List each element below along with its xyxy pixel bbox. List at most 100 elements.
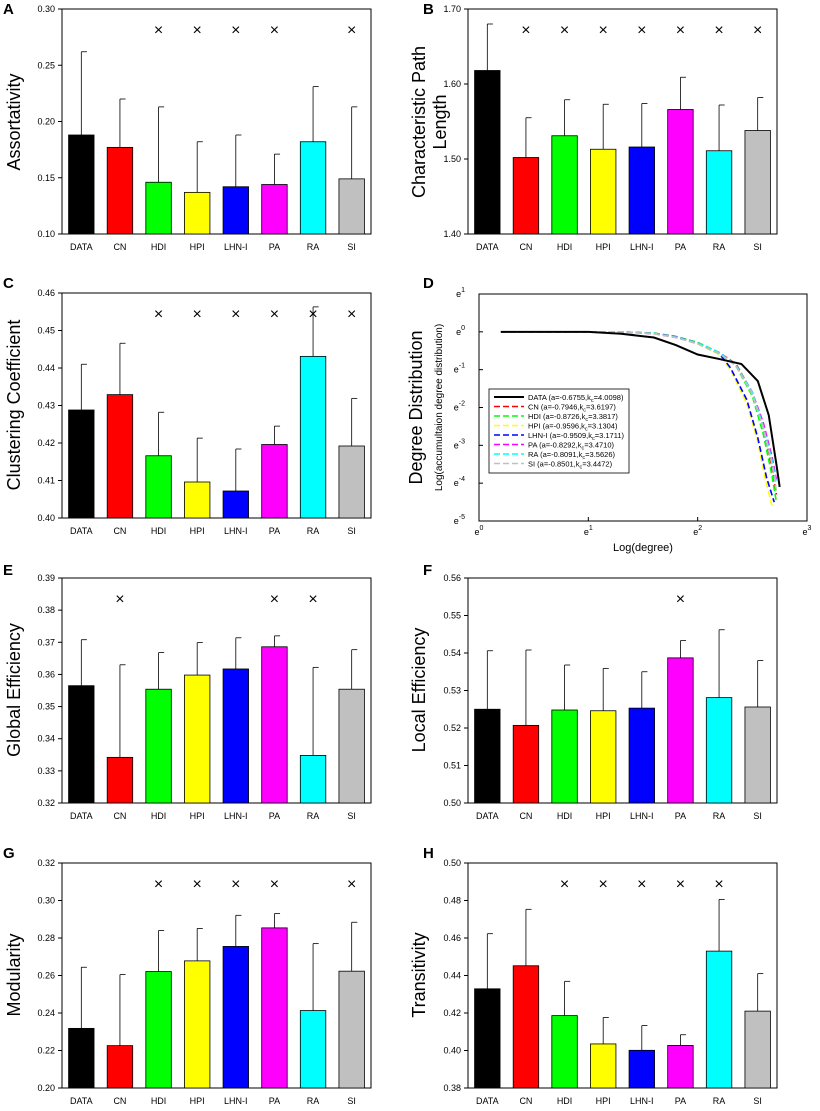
significance-marker: ×: [560, 22, 569, 39]
tick-exponent: 0: [480, 525, 484, 532]
series-line-pa: [500, 331, 778, 480]
legend-suffix: =3.4710): [584, 441, 614, 450]
y-tick-label: 1.50: [443, 154, 461, 164]
x-tick-label: RA: [713, 242, 726, 252]
y-tick-label: 0.20: [37, 117, 55, 127]
y-tick-label: 0.42: [443, 1008, 461, 1018]
significance-marker: ×: [231, 306, 240, 323]
tick-base: e: [454, 516, 459, 526]
bar-lhn-i: [222, 946, 249, 1089]
y-tick-label: 0.44: [37, 363, 55, 373]
significance-marker: ×: [599, 876, 608, 893]
bar-hpi: [590, 148, 617, 235]
x-tick-label: SI: [753, 811, 762, 821]
panel-c: C 0.40 0.41 0.42 0.43 0.44 0.45 0.46 Clustering …: [3, 275, 372, 536]
bar-si: [744, 130, 771, 235]
bar-hdi: [145, 688, 172, 804]
legend-box: [488, 388, 630, 474]
tick-base: e: [456, 327, 461, 337]
x-tick-label: PA: [269, 811, 280, 821]
legend-suffix: =3.5626): [585, 450, 615, 459]
y-tick-label: 0.20: [37, 1083, 55, 1093]
y-tick-label: 0.40: [37, 513, 55, 523]
bar-ra: [299, 755, 327, 804]
significance-marker: ×: [347, 306, 356, 323]
x-tick-label: e1: [584, 525, 593, 537]
y-tick-label: 0.53: [443, 686, 461, 696]
x-tick-label: HDI: [557, 242, 573, 252]
y-axis-label: Local Efficiency: [409, 628, 429, 753]
tick-exponent: 1: [461, 287, 465, 294]
x-tick-label: HPI: [190, 811, 205, 821]
x-tick-label: PA: [269, 1096, 280, 1106]
bar-hdi: [551, 709, 578, 804]
legend-label: CN (a=-0.7946,k: [528, 403, 583, 412]
x-tick-label: e3: [803, 525, 812, 537]
y-tick-label: 0.22: [37, 1046, 55, 1056]
significance-marker: ×: [154, 876, 163, 893]
significance-marker: ×: [753, 22, 762, 39]
tick-exponent: 1: [589, 525, 593, 532]
significance-marker: ×: [231, 876, 240, 893]
tick-exponent: -4: [459, 476, 465, 483]
bar-hpi: [590, 1043, 617, 1089]
bar-data: [68, 134, 95, 235]
y-tick-label: e-1: [454, 363, 465, 375]
y-tick-label: 1.60: [443, 79, 461, 89]
tick-exponent: -2: [459, 401, 465, 408]
legend-suffix: =3.6197): [586, 403, 616, 412]
legend-subscript: c: [585, 417, 588, 423]
legend-entry: HDI (a=-0.8726,kc=3.3817): [528, 412, 618, 423]
bar-hdi: [145, 181, 172, 235]
x-tick-label: PA: [675, 1096, 686, 1106]
y-tick-label: e-3: [454, 438, 465, 450]
bar-lhn-i: [628, 146, 655, 235]
bar-si: [338, 178, 365, 235]
series-line-hdi: [500, 331, 778, 503]
x-tick-label: LHN-I: [630, 811, 654, 821]
bar-cn: [106, 146, 134, 235]
legend: DATA (a=-0.6755,kc=4.0098)CN (a=-0.7946,…: [488, 388, 630, 474]
y-axis-label: Characteristic PathLength: [409, 46, 450, 198]
x-tick-label: HPI: [596, 811, 611, 821]
series-line-data: [500, 330, 781, 488]
tick-exponent: -3: [459, 438, 465, 445]
tick-base: e: [454, 403, 459, 413]
y-tick-label: 0.35: [37, 702, 55, 712]
significance-marker: ×: [347, 22, 356, 39]
y-axis-label: Transitivity: [409, 932, 429, 1017]
bar-hpi: [590, 710, 617, 804]
y-tick-label: 0.33: [37, 766, 55, 776]
legend-subscript: c: [583, 408, 586, 414]
significance-marker: ×: [154, 22, 163, 39]
x-tick-label: CN: [113, 1096, 126, 1106]
significance-marker: ×: [308, 591, 317, 608]
x-tick-label: CN: [113, 811, 126, 821]
x-tick-label: SI: [347, 242, 356, 252]
x-tick-label: HPI: [190, 526, 205, 536]
x-tick-label: CN: [519, 242, 532, 252]
bar-hpi: [184, 481, 211, 519]
bar-cn: [512, 724, 540, 804]
x-tick-label: DATA: [70, 526, 93, 536]
x-tick-label: LHN-I: [630, 242, 654, 252]
x-tick-label: HDI: [151, 811, 167, 821]
x-tick-label: RA: [307, 1096, 320, 1106]
legend-entry: LHN-I (a=-0.9509,kc=3.1711): [528, 431, 625, 442]
panel-b: B 1.40 1.50 1.60 1.70 Characteristic PathLeng…: [409, 1, 778, 252]
tick-base: e: [693, 527, 698, 537]
bar-si: [338, 445, 365, 519]
legend-suffix: =3.1304): [588, 422, 618, 431]
y-axis-sublabel: Log(accumultaion degree distribution): [434, 324, 445, 491]
y-tick-label: 0.51: [443, 761, 461, 771]
y-axis-label: Degree Distribution: [406, 330, 426, 484]
bar-hdi: [551, 135, 578, 235]
bar-pa: [667, 1045, 694, 1089]
legend-suffix: =4.0098): [594, 393, 624, 402]
x-tick-label: SI: [347, 811, 356, 821]
y-tick-label: 0.41: [37, 476, 55, 486]
bar-ra: [299, 141, 327, 235]
legend-entry: SI (a=-0.8501,kc=3.4472): [528, 460, 613, 471]
bar-pa: [667, 109, 694, 235]
